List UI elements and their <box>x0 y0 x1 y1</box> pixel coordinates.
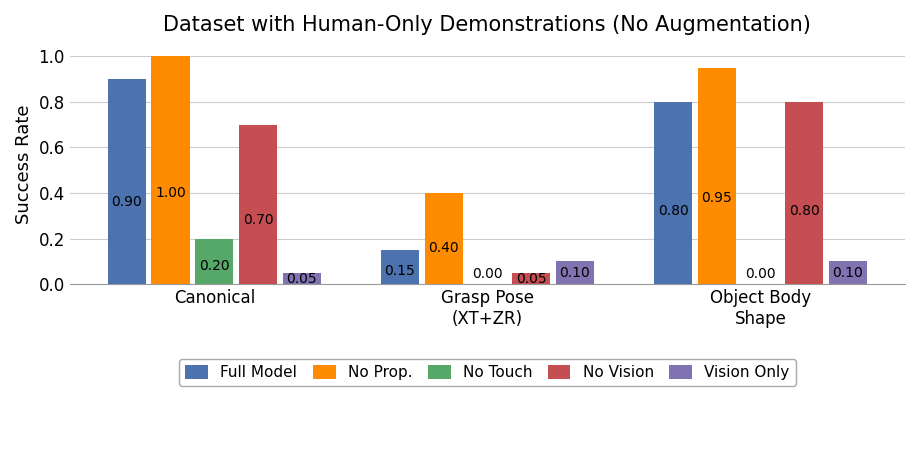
Text: 0.80: 0.80 <box>657 204 687 218</box>
Text: 1.00: 1.00 <box>155 186 186 200</box>
Text: 0.90: 0.90 <box>111 195 142 209</box>
Legend: Full Model, No Prop., No Touch, No Vision, Vision Only: Full Model, No Prop., No Touch, No Visio… <box>179 359 795 386</box>
Text: 0.10: 0.10 <box>559 266 589 280</box>
Text: 0.15: 0.15 <box>384 263 414 278</box>
Text: 0.00: 0.00 <box>744 268 775 282</box>
Bar <box>828 262 866 284</box>
Bar <box>152 56 189 284</box>
Bar <box>784 102 823 284</box>
Text: 0.20: 0.20 <box>199 259 230 273</box>
Bar <box>511 273 550 284</box>
Bar <box>282 273 321 284</box>
Bar <box>697 68 735 284</box>
Title: Dataset with Human-Only Demonstrations (No Augmentation): Dataset with Human-Only Demonstrations (… <box>164 15 811 35</box>
Bar <box>195 238 233 284</box>
Text: 0.10: 0.10 <box>832 266 862 280</box>
Bar <box>380 250 419 284</box>
Text: 0.70: 0.70 <box>243 213 273 228</box>
Text: 0.95: 0.95 <box>700 191 732 205</box>
Bar <box>424 193 462 284</box>
Text: 0.80: 0.80 <box>788 204 819 218</box>
Text: 0.00: 0.00 <box>471 268 502 282</box>
Text: 0.05: 0.05 <box>286 272 317 286</box>
Bar <box>108 79 146 284</box>
Text: 0.05: 0.05 <box>516 272 546 286</box>
Bar <box>239 125 277 284</box>
Bar <box>653 102 691 284</box>
Text: 0.40: 0.40 <box>428 241 459 255</box>
Y-axis label: Success Rate: Success Rate <box>15 105 33 224</box>
Bar <box>555 262 594 284</box>
